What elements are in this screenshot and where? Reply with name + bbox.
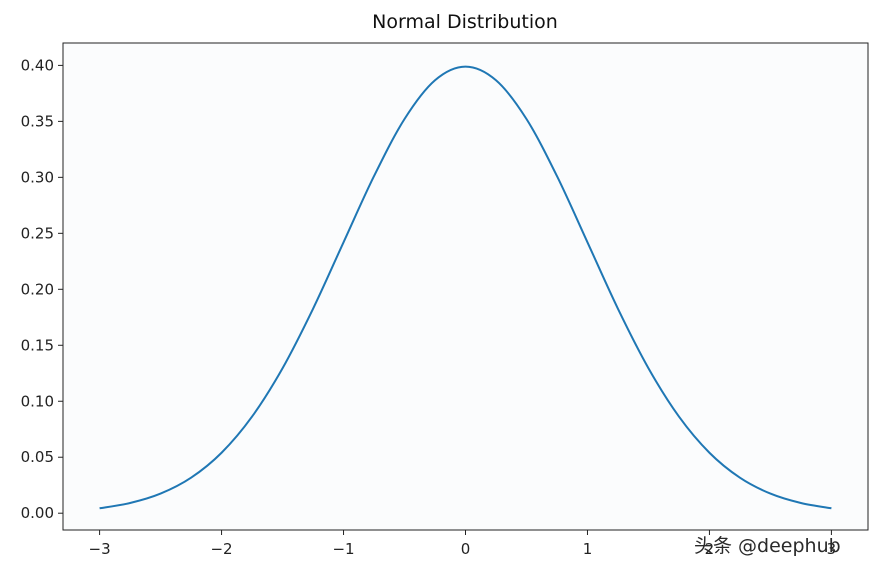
x-tick-label: 2 <box>705 540 715 558</box>
x-tick-label: 0 <box>461 540 471 558</box>
x-tick-label: −3 <box>89 540 111 558</box>
y-tick-label: 0.05 <box>21 448 54 466</box>
y-tick-label: 0.10 <box>21 392 54 410</box>
x-axis: −3 −2 −1 0 1 2 3 <box>89 530 837 558</box>
plot-area <box>62 42 869 531</box>
y-tick-label: 0.25 <box>21 224 54 242</box>
y-tick-label: 0.40 <box>21 56 54 74</box>
y-tick-label: 0.30 <box>21 168 54 186</box>
series-line <box>99 65 832 510</box>
x-tick-label: 1 <box>583 540 593 558</box>
y-tick-label: 0.35 <box>21 112 54 130</box>
x-tick-label: −2 <box>210 540 232 558</box>
x-tick-label: −1 <box>332 540 354 558</box>
y-tick-label: 0.15 <box>21 336 54 354</box>
y-axis: 0.00 0.05 0.10 0.15 0.20 0.25 0.30 0.35 0.40 <box>21 56 63 522</box>
y-tick-label: 0.00 <box>21 504 54 522</box>
watermark: 头条 @deephub <box>694 535 841 557</box>
x-tick-label: 3 <box>827 540 837 558</box>
chart-title: Normal Distribution <box>372 11 558 33</box>
y-tick-label: 0.20 <box>21 280 54 298</box>
